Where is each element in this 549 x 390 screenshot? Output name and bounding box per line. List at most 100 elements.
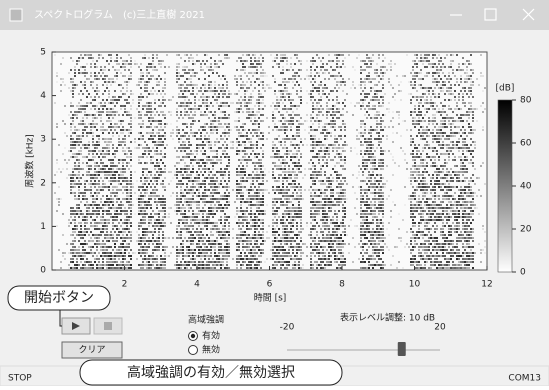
- spectrogram-pixel: [162, 204, 164, 206]
- spectrogram-pixel: [70, 81, 72, 83]
- spectrogram-pixel: [334, 114, 336, 116]
- spectrogram-pixel: [212, 120, 214, 122]
- spectrogram-pixel: [286, 120, 288, 122]
- spectrogram-pixel: [152, 189, 154, 191]
- spectrogram-pixel: [70, 69, 72, 71]
- spectrogram-pixel: [178, 219, 180, 221]
- spectrogram-pixel: [208, 216, 210, 218]
- spectrogram-pixel: [74, 252, 76, 254]
- spectrogram-pixel: [108, 159, 110, 161]
- spectrogram-pixel: [314, 207, 316, 209]
- spectrogram-pixel: [146, 162, 148, 164]
- spectrogram-pixel: [212, 264, 214, 266]
- spectrogram-pixel: [106, 264, 108, 266]
- spectrogram-pixel: [318, 120, 320, 122]
- spectrogram-pixel: [164, 189, 166, 191]
- spectrogram-pixel: [132, 204, 134, 206]
- spectrogram-pixel: [312, 63, 314, 65]
- spectrogram-pixel: [226, 132, 228, 134]
- spectrogram-pixel: [280, 54, 282, 56]
- spectrogram-pixel: [300, 228, 302, 230]
- spectrogram-pixel: [256, 207, 258, 209]
- spectrogram-pixel: [280, 219, 282, 221]
- spectrogram-pixel: [178, 162, 180, 164]
- spectrogram-pixel: [312, 204, 314, 206]
- spectrogram-pixel: [202, 195, 204, 197]
- spectrogram-pixel: [256, 237, 258, 239]
- spectrogram-pixel: [140, 207, 142, 209]
- spectrogram-pixel: [186, 90, 188, 92]
- spectrogram-pixel: [120, 237, 122, 239]
- spectrogram-pixel: [102, 228, 104, 230]
- spectrogram-pixel: [290, 144, 292, 146]
- spectrogram-pixel: [206, 99, 208, 101]
- spectrogram-pixel: [186, 156, 188, 158]
- spectrogram-pixel: [176, 132, 178, 134]
- spectrogram-pixel: [332, 177, 334, 179]
- spectrogram-pixel: [96, 228, 98, 230]
- spectrogram-pixel: [188, 192, 190, 194]
- spectrogram-pixel: [162, 102, 164, 104]
- spectrogram-pixel: [220, 243, 222, 245]
- spectrogram-pixel: [168, 255, 170, 257]
- spectrogram-pixel: [156, 171, 158, 173]
- spectrogram-pixel: [146, 264, 148, 266]
- spectrogram-pixel: [326, 117, 328, 119]
- spectrogram-pixel: [194, 150, 196, 152]
- spectrogram-pixel: [78, 192, 80, 194]
- spectrogram-pixel: [220, 183, 222, 185]
- spectrogram-pixel: [312, 177, 314, 179]
- spectrogram-pixel: [116, 60, 118, 62]
- spectrogram-pixel: [122, 162, 124, 164]
- spectrogram-pixel: [338, 54, 340, 56]
- spectrogram-pixel: [124, 171, 126, 173]
- spectrogram-pixel: [276, 189, 278, 191]
- spectrogram-pixel: [274, 255, 276, 257]
- spectrogram-pixel: [310, 75, 312, 77]
- spectrogram-pixel: [330, 219, 332, 221]
- spectrogram-pixel: [218, 75, 220, 77]
- spectrogram-pixel: [168, 216, 170, 218]
- spectrogram-pixel: [202, 249, 204, 251]
- spectrogram-pixel: [160, 261, 162, 263]
- spectrogram-pixel: [332, 105, 334, 107]
- spectrogram-pixel: [274, 192, 276, 194]
- spectrogram-pixel: [68, 225, 70, 227]
- spectrogram-pixel: [306, 60, 308, 62]
- spectrogram-pixel: [320, 201, 322, 203]
- spectrogram-pixel: [196, 222, 198, 224]
- spectrogram-pixel: [108, 132, 110, 134]
- spectrogram-pixel: [194, 219, 196, 221]
- spectrogram-pixel: [108, 207, 110, 209]
- spectrogram-pixel: [244, 90, 246, 92]
- spectrogram-pixel: [100, 186, 102, 188]
- spectrogram-pixel: [110, 99, 112, 101]
- spectrogram-pixel: [80, 225, 82, 227]
- spectrogram-pixel: [210, 63, 212, 65]
- spectrogram-pixel: [222, 102, 224, 104]
- spectrogram-pixel: [236, 237, 238, 239]
- spectrogram-pixel: [332, 216, 334, 218]
- spectrogram-pixel: [216, 153, 218, 155]
- spectrogram-pixel: [240, 177, 242, 179]
- spectrogram-pixel: [264, 174, 266, 176]
- spectrogram-pixel: [282, 114, 284, 116]
- spectrogram-pixel: [242, 87, 244, 89]
- spectrogram-pixel: [248, 177, 250, 179]
- spectrogram-pixel: [72, 84, 74, 86]
- spectrogram-pixel: [324, 72, 326, 74]
- spectrogram-pixel: [320, 228, 322, 230]
- spectrogram-pixel: [154, 69, 156, 71]
- spectrogram-pixel: [78, 198, 80, 200]
- spectrogram-pixel: [184, 195, 186, 197]
- spectrogram-pixel: [286, 192, 288, 194]
- spectrogram-pixel: [246, 243, 248, 245]
- spectrogram-pixel: [114, 192, 116, 194]
- spectrogram-pixel: [270, 267, 272, 269]
- spectrogram-pixel: [106, 219, 108, 221]
- spectrogram-pixel: [220, 237, 222, 239]
- spectrogram-pixel: [164, 264, 166, 266]
- spectrogram-pixel: [314, 180, 316, 182]
- spectrogram-pixel: [224, 93, 226, 95]
- spectrogram-pixel: [204, 246, 206, 248]
